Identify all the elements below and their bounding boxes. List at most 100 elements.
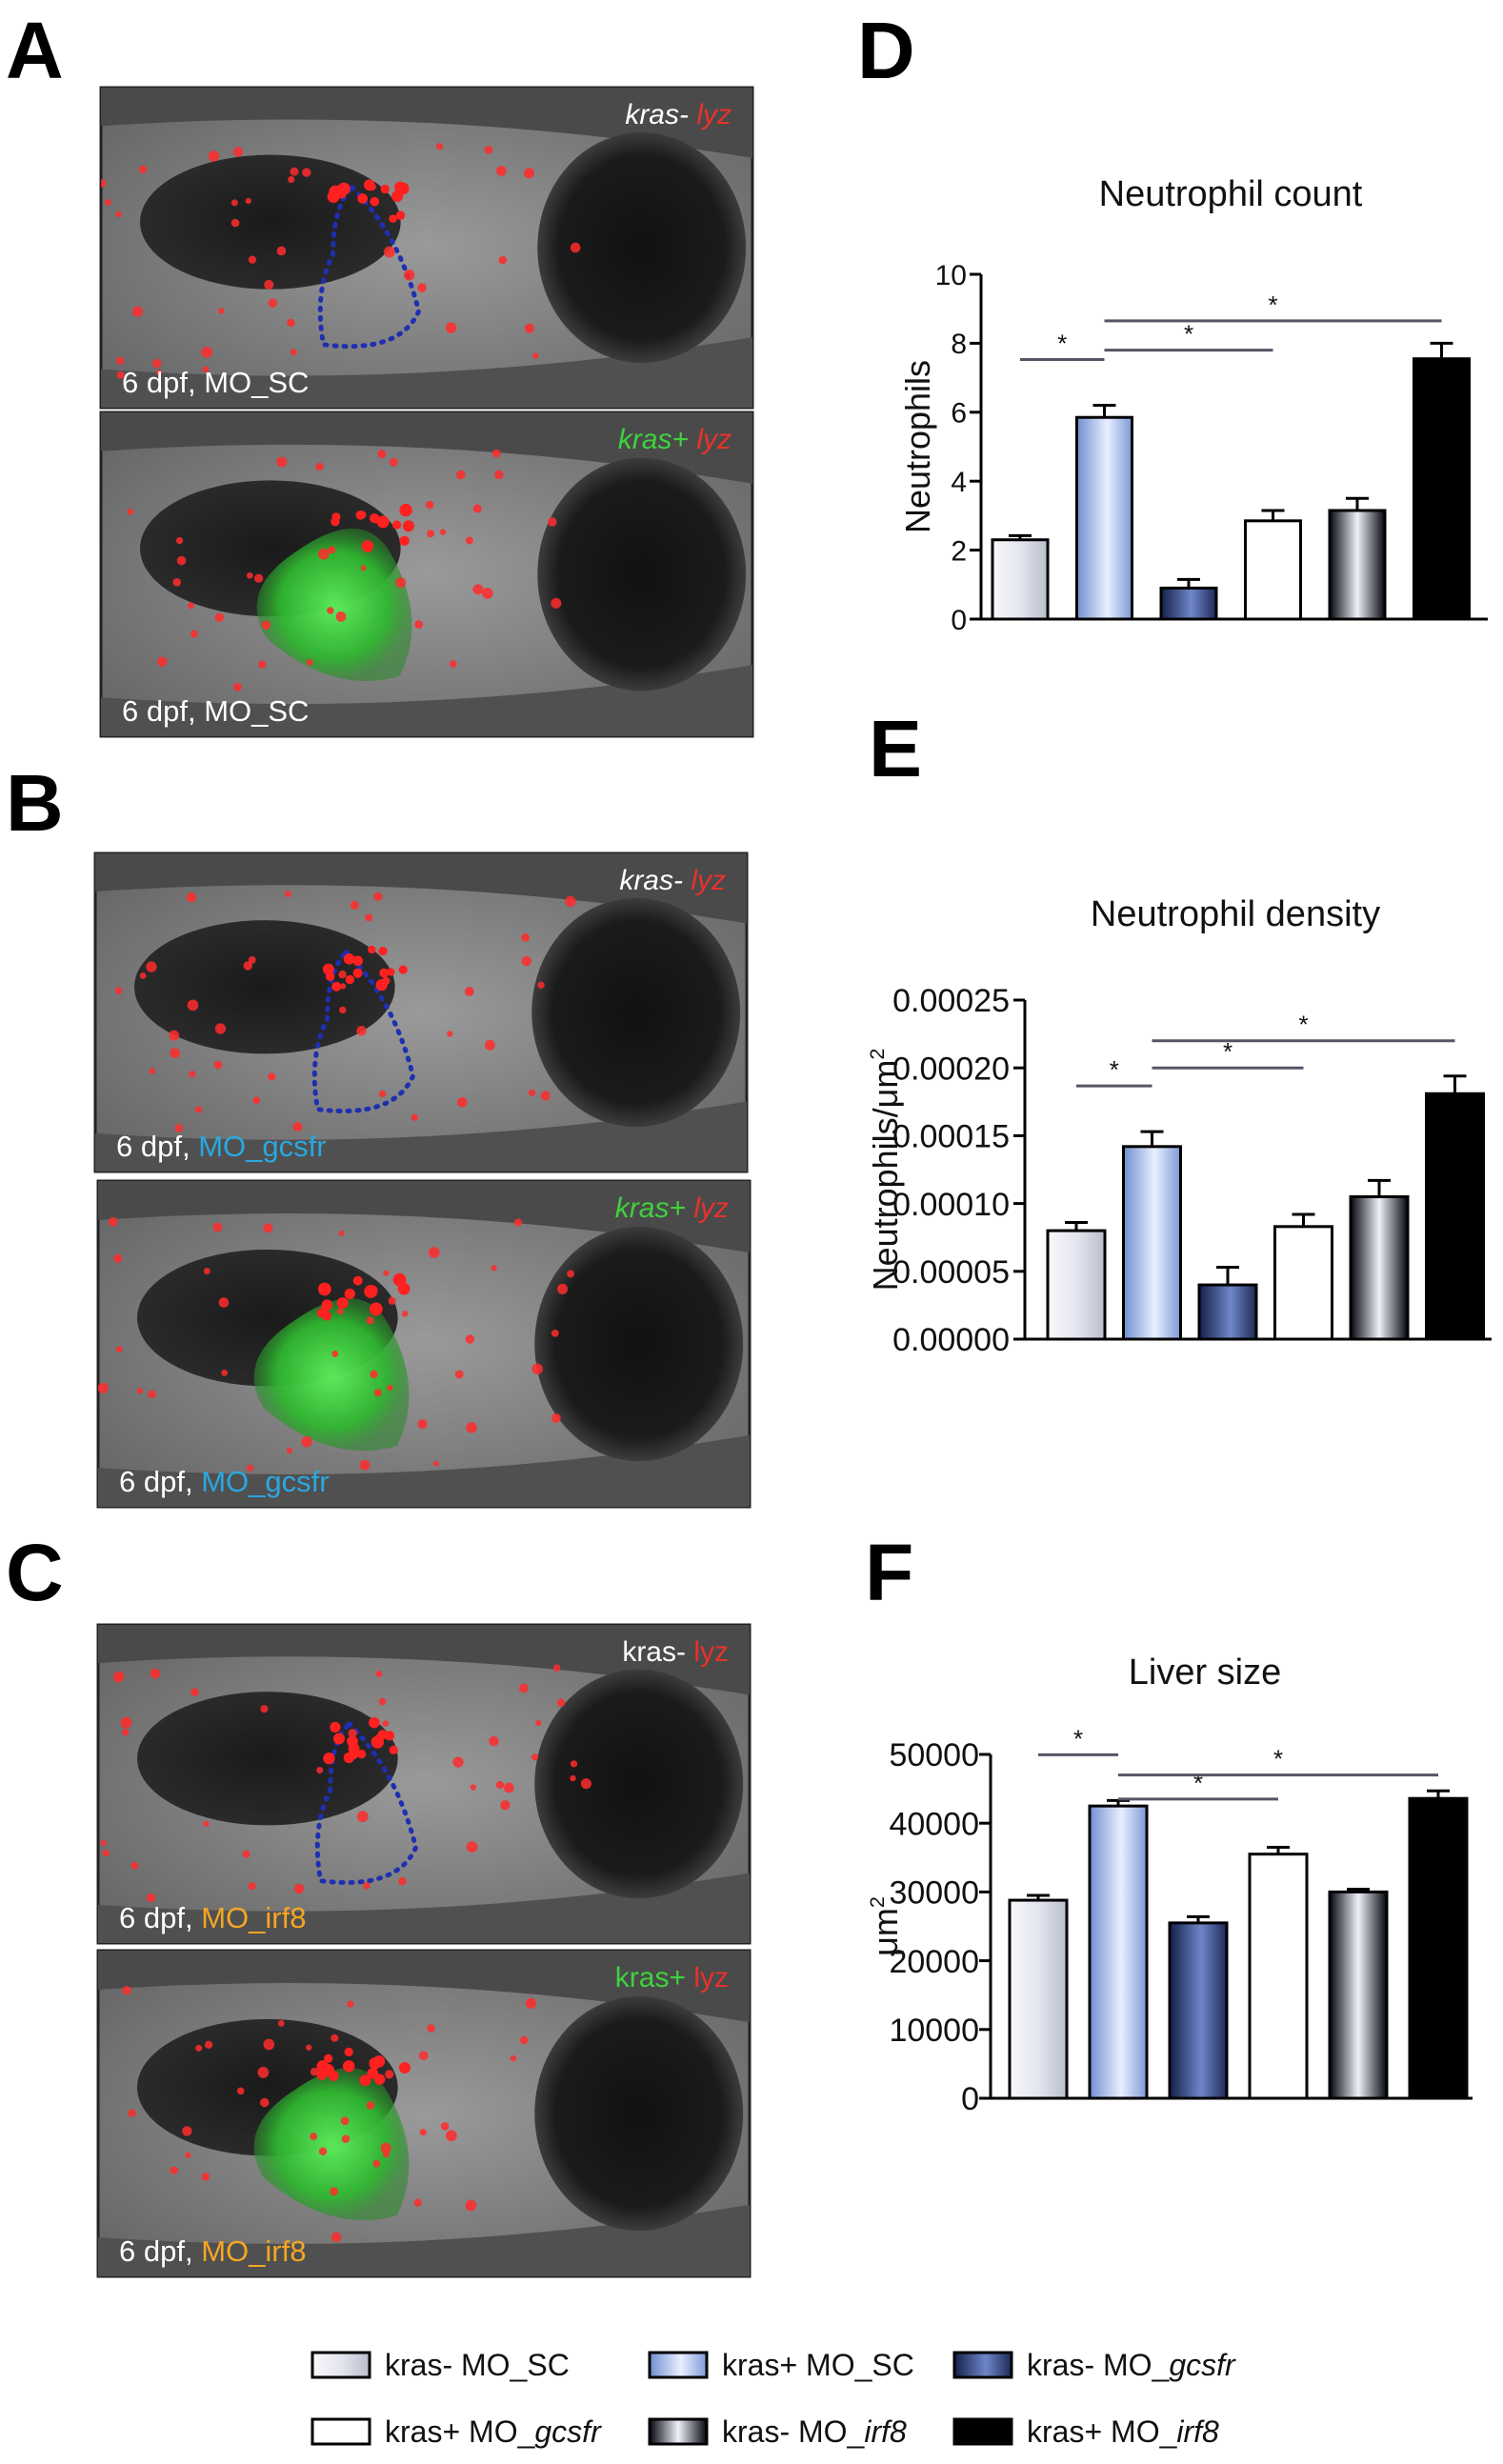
bottom-label-part: 6 dpf, [119,2234,201,2268]
neutrophil-dot [306,2044,312,2051]
eye [534,1669,744,1899]
y-tick-label: 50000 [889,1737,979,1773]
neutrophil-cluster-dot [369,1302,383,1316]
neutrophil-dot [383,1270,390,1276]
bar-5 [1328,509,1387,621]
neutrophil-dot [285,891,291,897]
y-tick-label: 0 [961,2081,979,2117]
neutrophil-dot [365,913,373,922]
neutrophil-cluster-dot [392,1272,407,1287]
significance-star: * [1223,1037,1232,1066]
neutrophil-dot [155,370,162,376]
panel-letter-a: A [6,6,64,95]
top-label-part: lyz [693,1962,729,1993]
liver-green [256,529,412,681]
top-label-part: lyz [696,99,731,130]
neutrophil-dot [230,218,240,228]
neutrophil-dot [521,932,530,942]
neutrophil-dot [447,1031,453,1037]
neutrophil-dot [286,1447,292,1454]
neutrophil-dot [104,198,111,206]
y-axis-label: Neutrophils [898,360,937,533]
legend-label: kras- MO_SC [385,2348,570,2382]
eye [534,1995,744,2232]
bar-4 [1244,519,1302,621]
neutrophil-dot [465,1334,475,1344]
neutrophil-dot [236,2087,245,2095]
neutrophil-cluster-dot [344,2047,353,2057]
bar-1 [1008,1898,1069,2100]
top-label-space [683,865,691,896]
neutrophil-dot [513,1218,523,1227]
neutrophil-dot [252,1096,261,1105]
liver-outline [311,949,416,1114]
bottom-label: 6 dpf, MO_gcsfr [116,1130,327,1163]
neutrophil-dot [212,1222,223,1232]
neutrophil-dot [214,1023,227,1034]
panel-letter-b: B [6,758,64,848]
y-axis-label-text: Neutrophils/μm [866,1060,905,1292]
neutrophil-dot [136,1388,143,1394]
neutrophil-dot [449,660,457,668]
bottom-label: 6 dpf, MO_irf8 [119,1901,306,1934]
bottom-label-part: 6 dpf, [122,366,204,399]
eye [537,457,747,691]
neutrophil-dot [187,999,199,1012]
neutrophil-dot [465,2199,477,2212]
chart-title: Neutrophil density [1091,894,1380,934]
background-top [101,88,752,158]
neutrophil-dot [246,571,253,579]
top-label-space [686,1636,693,1668]
neutrophil-cluster-dot [325,972,335,981]
top-label: kras- lyz [625,99,731,130]
neutrophil-dot [426,530,434,538]
neutrophil-dot [496,166,507,176]
bar-6 [1413,357,1471,621]
neutrophil-dot [380,2142,391,2153]
neutrophil-dot [383,246,395,258]
neutrophil-dot [465,536,473,545]
y-tick-label: 2 [951,535,967,567]
neutrophil-dot [260,1705,269,1713]
y-tick-label: 4 [951,467,967,498]
neutrophil-cluster-dot [322,963,334,975]
liver-outline [317,184,422,350]
neutrophil-dot [378,1697,387,1706]
neutrophil-dot [540,1091,551,1101]
neutrophil-dot [445,322,457,333]
background-top [98,1951,750,2023]
neutrophil-dot [339,1006,347,1014]
y-axis-label-text: Neutrophils [898,360,937,533]
neutrophil-dot [464,987,474,996]
chart-e: Neutrophil density Neutrophils/μm2 0.00000… [865,894,1492,1358]
neutrophil-dot [189,1071,196,1078]
neutrophil-dot [521,955,531,967]
neutrophil-dot [531,352,539,359]
neutrophil-dot [247,1464,254,1472]
neutrophil-dot [288,175,295,183]
neutrophil-dot [116,356,125,366]
neutrophil-dot [551,597,562,609]
bottom-label-part: 6 dpf, [119,1901,201,1934]
neutrophil-cluster-dot [395,210,406,220]
neutrophil-dot [186,891,197,903]
legend-swatch [648,2351,709,2379]
neutrophil-dot [524,168,535,179]
neutrophil-dot [570,1774,576,1782]
bottom-label-part: 6 dpf, [119,1465,201,1498]
neutrophil-dot [257,2067,270,2078]
neutrophil-dot [243,961,253,971]
neutrophil-dot [139,972,147,979]
neutrophil-dot [425,500,434,510]
neutrophil-dot [470,1784,477,1791]
neutrophil-dot [176,555,187,566]
neutrophil-dot [190,630,198,638]
neutrophil-dot [373,891,383,901]
eye [531,897,741,1128]
legend-swatch [952,2417,1013,2446]
neutrophil-dot [316,1767,324,1774]
neutrophil-dot [446,2130,457,2142]
top-label-space [686,1962,693,1993]
neutrophil-dot [116,371,125,379]
